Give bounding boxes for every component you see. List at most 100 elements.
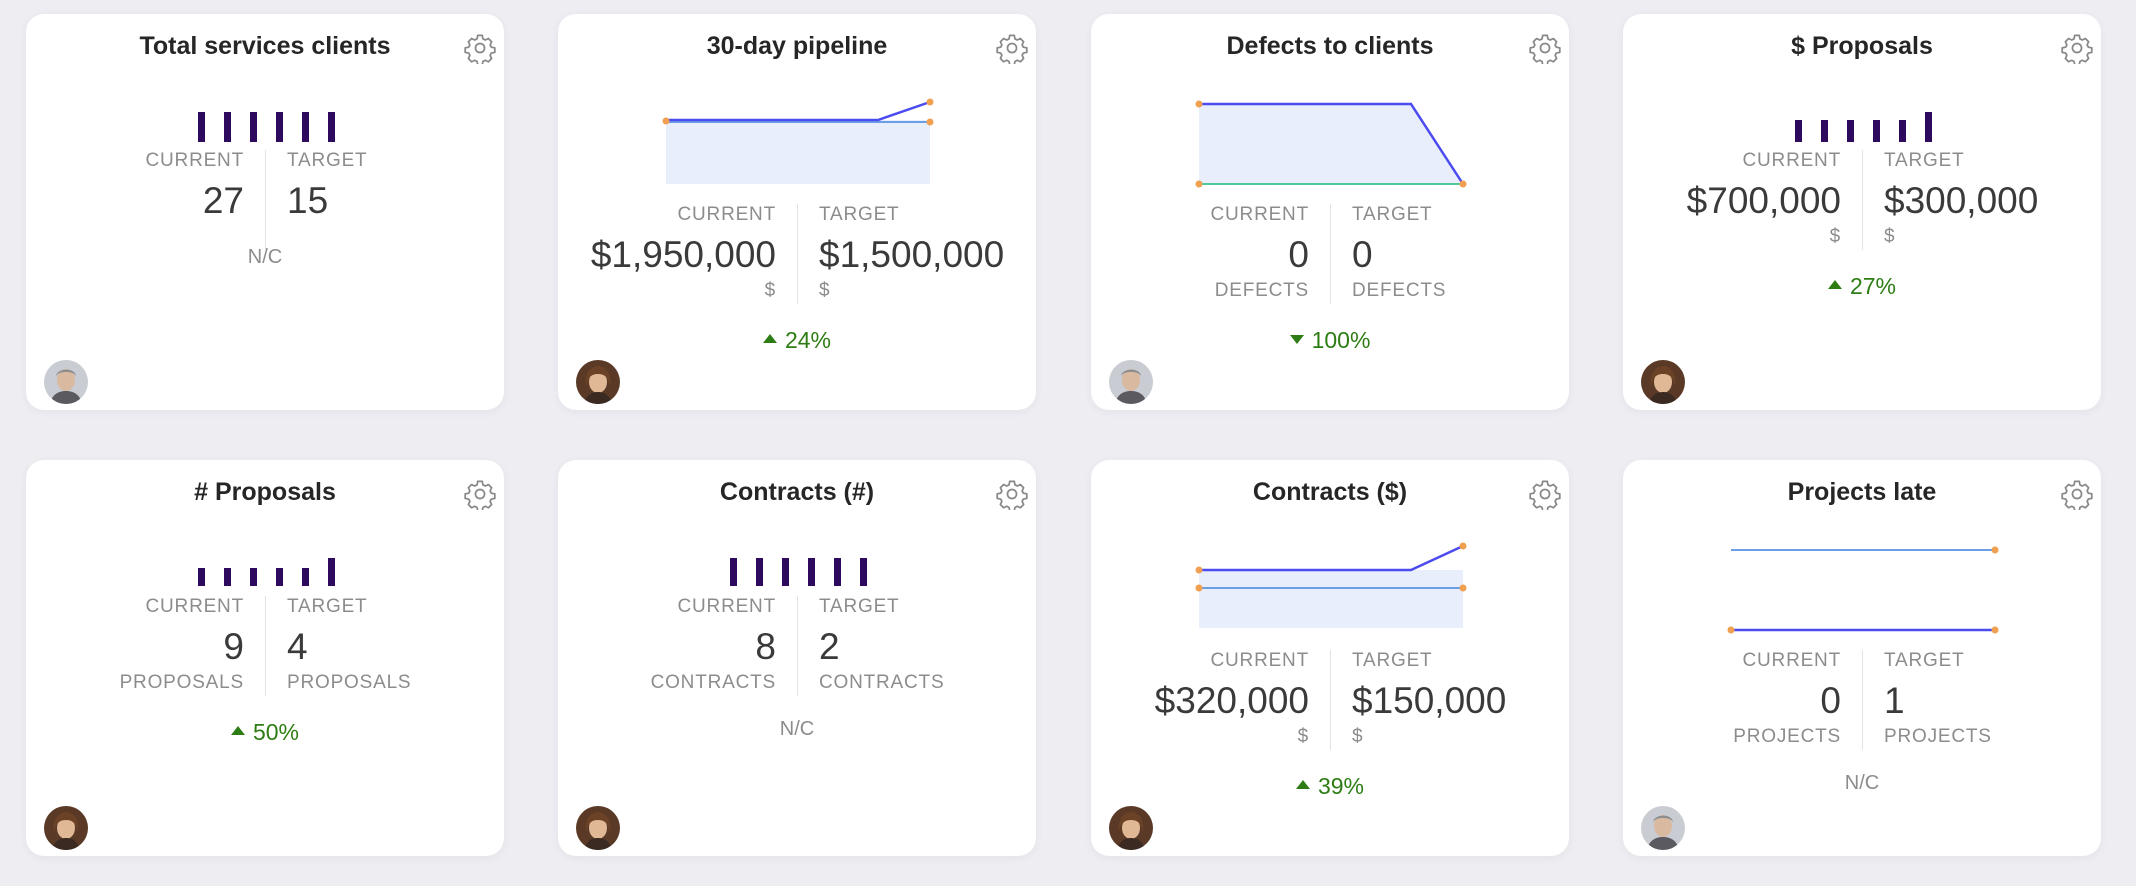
- trend-down-icon: [1289, 335, 1304, 345]
- target-value: $1,500,000: [819, 234, 1005, 275]
- current-stat: CURRENT 9 PROPOSALS: [120, 596, 244, 694]
- owner-avatar[interactable]: [576, 806, 620, 850]
- spark-dot: [1991, 626, 1999, 634]
- target-value: 1: [1884, 680, 1905, 721]
- trend-text: 39%: [1317, 773, 1365, 799]
- current-unit: CONTRACTS: [650, 672, 776, 693]
- card-title: $ Proposals: [1791, 32, 1933, 60]
- trend-up-icon: [1295, 780, 1310, 790]
- spark-bar: [1873, 120, 1880, 142]
- kpi-card-contracts-dollars[interactable]: Contracts ($) CURRENT $320,000 $ TARGET …: [1091, 460, 1569, 856]
- current-line: [666, 100, 931, 122]
- current-stat: CURRENT $700,000 $: [1687, 150, 1841, 248]
- sparkline-area: [1195, 100, 1467, 188]
- target-stat: TARGET $1,500,000 $: [819, 204, 1004, 302]
- target-stat: TARGET $150,000 $: [1352, 650, 1506, 748]
- stat-divider: [1862, 150, 1863, 250]
- settings-gear-icon[interactable]: [1529, 478, 1561, 510]
- current-label: CURRENT: [145, 596, 244, 617]
- target-unit: $: [819, 280, 831, 301]
- female-avatar-icon: [44, 806, 88, 850]
- target-stat: TARGET 2 CONTRACTS: [819, 596, 944, 694]
- current-label: CURRENT: [677, 596, 776, 617]
- current-label: CURRENT: [1742, 150, 1841, 171]
- spark-bar: [276, 568, 283, 586]
- current-stat: CURRENT 8 CONTRACTS: [651, 596, 776, 694]
- card-title: # Proposals: [194, 478, 336, 506]
- trend-text: N/C: [1844, 772, 1880, 794]
- spark-dot: [1459, 542, 1467, 550]
- settings-gear-icon[interactable]: [2061, 478, 2093, 510]
- spark-bar: [756, 558, 763, 586]
- owner-avatar[interactable]: [1641, 806, 1685, 850]
- card-title: 30-day pipeline: [706, 32, 888, 60]
- male-avatar-icon: [1641, 806, 1685, 850]
- owner-avatar[interactable]: [44, 360, 88, 404]
- target-label: TARGET: [1884, 650, 1965, 671]
- kpi-card-30-day-pipeline[interactable]: 30-day pipeline CURRENT $1,950,000 $ TAR…: [558, 14, 1036, 410]
- female-avatar-icon: [1641, 360, 1685, 404]
- sparkline-bars: [198, 112, 335, 142]
- card-title: Contracts (#): [719, 478, 875, 506]
- trend-indicator: N/C: [1623, 772, 2101, 795]
- target-stat: TARGET 4 PROPOSALS: [287, 596, 411, 694]
- owner-avatar[interactable]: [1109, 360, 1153, 404]
- trend-indicator: 27%: [1623, 273, 2101, 300]
- spark-bar: [1847, 120, 1854, 142]
- settings-gear-icon[interactable]: [2061, 32, 2093, 64]
- female-avatar-icon: [1109, 806, 1153, 850]
- kpi-card-dollar-proposals[interactable]: $ Proposals CURRENT $700,000 $ TARGET $3…: [1623, 14, 2101, 410]
- settings-gear-icon[interactable]: [464, 32, 496, 64]
- male-avatar-icon: [1109, 360, 1153, 404]
- trend-up-icon: [762, 334, 777, 344]
- spark-bar: [198, 568, 205, 586]
- stat-divider: [1330, 650, 1331, 750]
- target-stat: TARGET $300,000 $: [1884, 150, 2038, 248]
- current-unit: DEFECTS: [1214, 280, 1309, 301]
- current-value: $1,950,000: [590, 234, 776, 275]
- female-avatar-icon: [576, 806, 620, 850]
- spark-dot: [1195, 566, 1203, 574]
- target-label: TARGET: [1352, 204, 1433, 225]
- stat-divider: [1862, 650, 1863, 750]
- spark-dot: [926, 118, 934, 126]
- spark-bar: [1821, 120, 1828, 142]
- spark-bar: [224, 112, 231, 142]
- current-label: CURRENT: [1210, 204, 1309, 225]
- settings-gear-icon[interactable]: [1529, 32, 1561, 64]
- target-label: TARGET: [1884, 150, 1965, 171]
- settings-gear-icon[interactable]: [996, 478, 1028, 510]
- owner-avatar[interactable]: [1641, 360, 1685, 404]
- spark-dot: [1195, 180, 1203, 188]
- sparkline-bars: [1795, 112, 1932, 142]
- current-value: 0: [1820, 680, 1841, 721]
- settings-gear-icon[interactable]: [996, 32, 1028, 64]
- kpi-card-total-services-clients[interactable]: Total services clients CURRENT 27 TARGET…: [26, 14, 504, 410]
- kpi-card-defects-to-clients[interactable]: Defects to clients CURRENT 0 DEFECTS TAR…: [1091, 14, 1569, 410]
- kpi-card-number-proposals[interactable]: # Proposals CURRENT 9 PROPOSALS TARGET 4…: [26, 460, 504, 856]
- spark-dot: [1991, 546, 1999, 554]
- male-avatar-icon: [44, 360, 88, 404]
- spark-area: [1199, 104, 1463, 184]
- sparkline-bars: [198, 558, 335, 586]
- trend-text: 27%: [1849, 273, 1897, 299]
- sparkline-area: [1195, 542, 1467, 628]
- target-unit: DEFECTS: [1352, 280, 1447, 301]
- target-value: 2: [819, 626, 840, 667]
- card-title: Defects to clients: [1226, 32, 1434, 60]
- target-value: 15: [287, 180, 329, 221]
- owner-avatar[interactable]: [576, 360, 620, 404]
- current-label: CURRENT: [1210, 650, 1309, 671]
- current-label: CURRENT: [677, 204, 776, 225]
- kpi-card-projects-late[interactable]: Projects late CURRENT 0 PROJECTS TARGET …: [1623, 460, 2101, 856]
- spark-dot: [1195, 584, 1203, 592]
- target-unit: PROJECTS: [1884, 726, 1992, 747]
- spark-bar: [782, 558, 789, 586]
- owner-avatar[interactable]: [1109, 806, 1153, 850]
- settings-gear-icon[interactable]: [464, 478, 496, 510]
- sparkline-area: [662, 98, 934, 184]
- target-value: 0: [1352, 234, 1373, 275]
- owner-avatar[interactable]: [44, 806, 88, 850]
- current-value: $700,000: [1686, 180, 1841, 221]
- kpi-card-contracts-count[interactable]: Contracts (#) CURRENT 8 CONTRACTS TARGET…: [558, 460, 1036, 856]
